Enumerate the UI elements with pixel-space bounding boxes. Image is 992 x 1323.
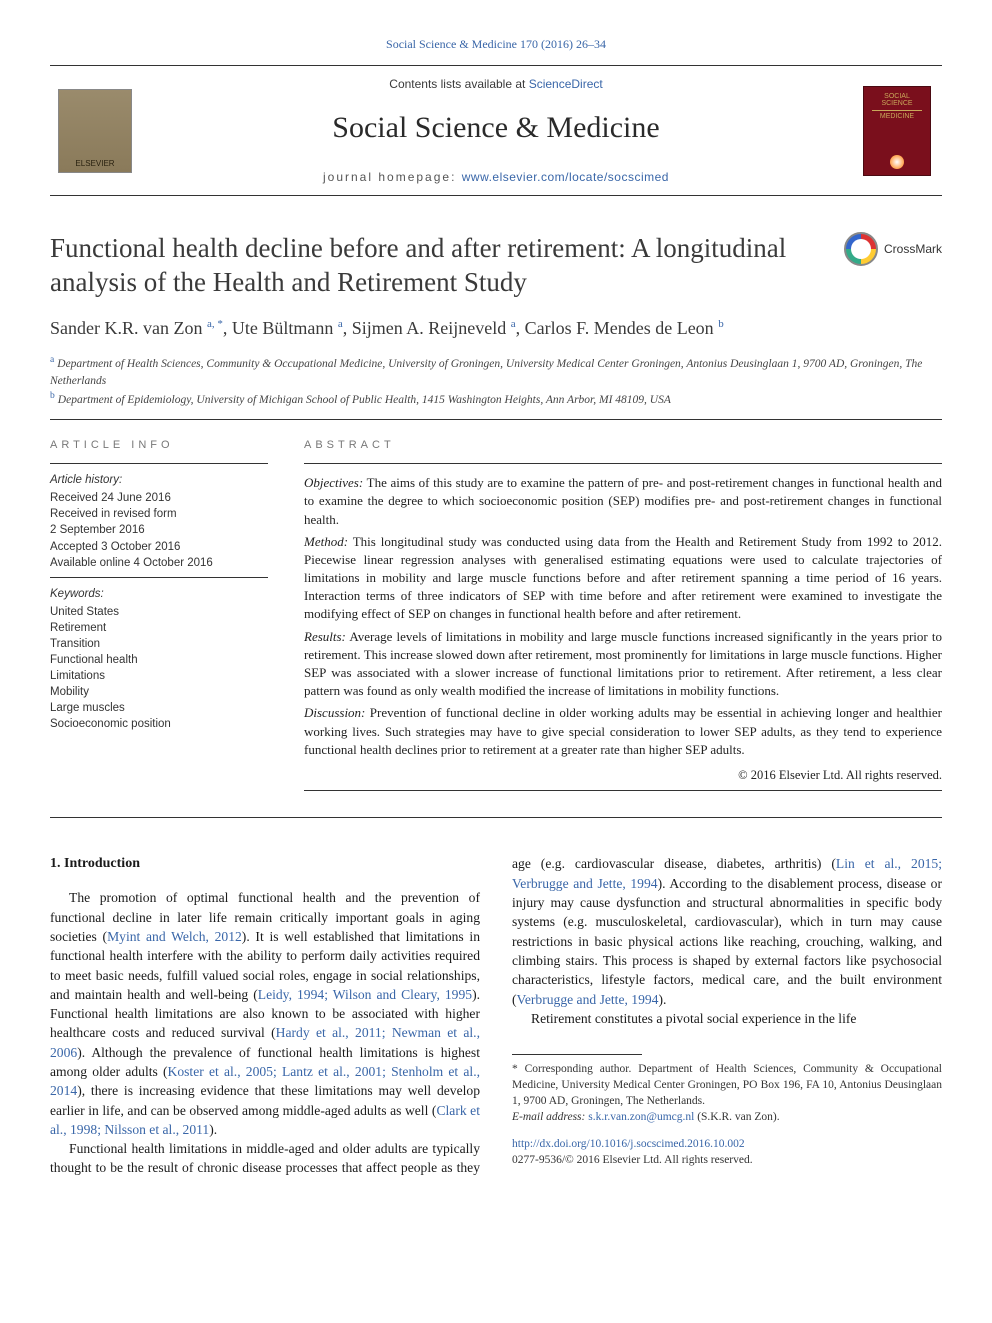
cover-line: MEDICINE bbox=[880, 113, 914, 121]
article-info-heading: article info bbox=[50, 438, 268, 453]
citation-link[interactable]: Social Science & Medicine 170 (2016) 26–… bbox=[386, 37, 606, 51]
abstract-section: Method: This longitudinal study was cond… bbox=[304, 533, 942, 624]
abstract-section: Results: Average levels of limitations i… bbox=[304, 628, 942, 701]
email-link[interactable]: s.k.r.van.zon@umcg.nl bbox=[588, 1111, 694, 1123]
citation-link[interactable]: Leidy, 1994; Wilson and Cleary, 1995 bbox=[258, 987, 472, 1002]
affiliations: aDepartment of Health Sciences, Communit… bbox=[50, 353, 942, 409]
keyword: Socioeconomic position bbox=[50, 716, 268, 732]
keyword: Limitations bbox=[50, 668, 268, 684]
article-body: 1. Introduction The promotion of optimal… bbox=[50, 854, 942, 1177]
cover-divider bbox=[872, 110, 922, 111]
cover-line: SOCIAL bbox=[884, 93, 910, 101]
affiliation: bDepartment of Epidemiology, University … bbox=[50, 389, 942, 409]
horizontal-rule bbox=[50, 817, 942, 818]
citation-link[interactable]: Myint and Welch, 2012 bbox=[107, 929, 242, 944]
crossmark-widget[interactable]: CrossMark bbox=[844, 232, 942, 266]
corresponding-email: E-mail address: s.k.r.van.zon@umcg.nl (S… bbox=[512, 1109, 942, 1125]
keyword: Mobility bbox=[50, 684, 268, 700]
keyword: Retirement bbox=[50, 620, 268, 636]
body-paragraph: Retirement constitutes a pivotal social … bbox=[512, 1009, 942, 1028]
journal-name: Social Science & Medicine bbox=[140, 107, 852, 149]
article-history-line: Accepted 3 October 2016 bbox=[50, 539, 268, 555]
citation-link[interactable]: Verbrugge and Jette, 1994 bbox=[517, 992, 659, 1007]
keywords-list: United States Retirement Transition Func… bbox=[50, 604, 268, 733]
body-paragraph: The promotion of optimal functional heal… bbox=[50, 888, 480, 1139]
article-history-label: Article history: bbox=[50, 472, 268, 488]
abstract-heading: abstract bbox=[304, 438, 942, 453]
abstract-section: Objectives: The aims of this study are t… bbox=[304, 474, 942, 529]
horizontal-rule bbox=[50, 419, 942, 420]
abstract-rule bbox=[304, 463, 942, 464]
abstract-column: abstract Objectives: The aims of this st… bbox=[304, 438, 942, 802]
doi-block: http://dx.doi.org/10.1016/j.socscimed.20… bbox=[512, 1136, 942, 1168]
article-title: Functional health decline before and aft… bbox=[50, 232, 844, 300]
article-info-sidebar: article info Article history: Received 2… bbox=[50, 438, 268, 802]
abstract-section: Discussion: Prevention of functional dec… bbox=[304, 704, 942, 759]
keyword: Large muscles bbox=[50, 700, 268, 716]
homepage-prefix: journal homepage: bbox=[323, 170, 462, 184]
affiliation: aDepartment of Health Sciences, Communit… bbox=[50, 353, 942, 389]
keywords-label: Keywords: bbox=[50, 586, 268, 602]
info-rule bbox=[50, 463, 268, 464]
journal-cover-thumbnail: SOCIAL SCIENCE MEDICINE bbox=[863, 86, 931, 176]
abstract-copyright: © 2016 Elsevier Ltd. All rights reserved… bbox=[304, 767, 942, 785]
author: Sijmen A. Reijneveld a bbox=[352, 318, 516, 338]
doi-link[interactable]: http://dx.doi.org/10.1016/j.socscimed.20… bbox=[512, 1138, 745, 1150]
crossmark-label: CrossMark bbox=[884, 241, 942, 258]
journal-masthead: Contents lists available at ScienceDirec… bbox=[50, 65, 942, 197]
contents-line-prefix: Contents lists available at bbox=[389, 77, 528, 91]
author: Ute Bültmann a bbox=[232, 318, 343, 338]
article-history-line: Received in revised form bbox=[50, 506, 268, 522]
journal-homepage-line: journal homepage: www.elsevier.com/locat… bbox=[140, 169, 852, 186]
author: Carlos F. Mendes de Leon b bbox=[525, 318, 724, 338]
author-list: Sander K.R. van Zon a, *, Ute Bültmann a… bbox=[50, 316, 942, 341]
footnote-rule bbox=[512, 1054, 642, 1055]
keyword: United States bbox=[50, 604, 268, 620]
article-history-line: Available online 4 October 2016 bbox=[50, 555, 268, 571]
abstract-rule bbox=[304, 790, 942, 791]
issn-copyright: 0277-9536/© 2016 Elsevier Ltd. All right… bbox=[512, 1154, 753, 1166]
crossmark-icon bbox=[844, 232, 878, 266]
footnotes: * Corresponding author. Department of He… bbox=[512, 1054, 942, 1168]
masthead-center: Contents lists available at ScienceDirec… bbox=[140, 76, 852, 186]
cover-line: SCIENCE bbox=[881, 100, 912, 108]
running-head-citation: Social Science & Medicine 170 (2016) 26–… bbox=[50, 36, 942, 53]
sciencedirect-link[interactable]: ScienceDirect bbox=[529, 77, 603, 91]
corresponding-author-note: * Corresponding author. Department of He… bbox=[512, 1061, 942, 1109]
article-history-line: 2 September 2016 bbox=[50, 522, 268, 538]
publisher-logo-slot bbox=[50, 89, 140, 173]
keyword: Functional health bbox=[50, 652, 268, 668]
cover-ornament bbox=[890, 155, 904, 169]
info-rule bbox=[50, 577, 268, 578]
article-history-line: Received 24 June 2016 bbox=[50, 490, 268, 506]
journal-homepage-link[interactable]: www.elsevier.com/locate/socscimed bbox=[462, 170, 669, 184]
author: Sander K.R. van Zon a, * bbox=[50, 318, 223, 338]
contents-lists-line: Contents lists available at ScienceDirec… bbox=[140, 76, 852, 93]
journal-cover-slot: SOCIAL SCIENCE MEDICINE bbox=[852, 86, 942, 176]
section-heading: 1. Introduction bbox=[50, 854, 480, 874]
keyword: Transition bbox=[50, 636, 268, 652]
elsevier-logo bbox=[58, 89, 132, 173]
